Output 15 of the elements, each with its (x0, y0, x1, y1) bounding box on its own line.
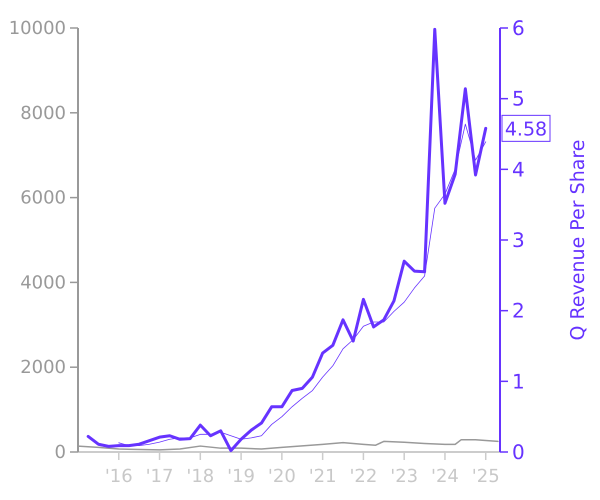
y2-axis-title: Q Revenue Per Share (567, 140, 589, 340)
y2-tick-label: 6 (512, 16, 525, 40)
y2-tick-label: 1 (512, 369, 525, 394)
y-tick-label: 10000 (8, 18, 66, 39)
text: 4.58 (504, 118, 548, 140)
y2-tick-label: 3 (512, 228, 525, 252)
y-tick-label: 8000 (20, 102, 66, 124)
y-tick-label: 2000 (20, 357, 66, 378)
y-tick-label: 0 (54, 442, 66, 463)
y2-tick-label: 0 (512, 440, 525, 464)
y2-tick-label: 5 (512, 86, 525, 111)
y-tick-label: 4000 (20, 272, 66, 294)
y2-tick-label: 2 (512, 298, 525, 323)
y2-tick-label: 4 (512, 157, 525, 182)
y-tick-label: 6000 (20, 188, 66, 209)
